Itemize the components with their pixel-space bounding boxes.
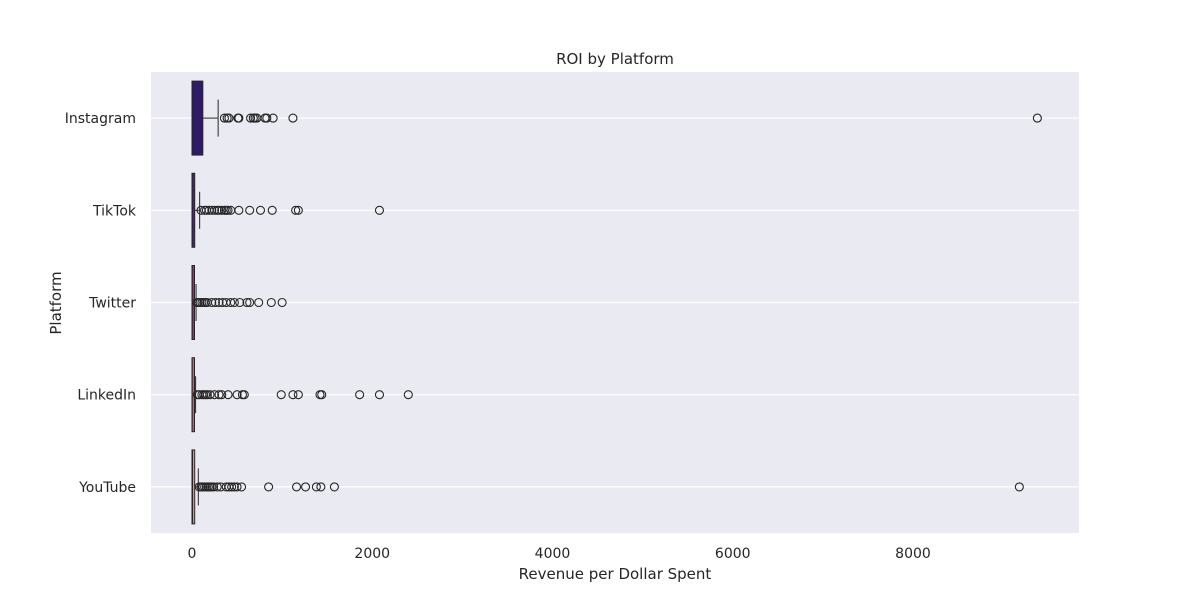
outlier-tiktok-16 — [267, 205, 277, 215]
boxplot-instagram — [191, 80, 1042, 156]
y-axis-label: Platform — [47, 271, 65, 334]
outlier-tiktok-17 — [291, 205, 301, 215]
outlier-tiktok-11 — [223, 205, 233, 215]
outlier-twitter-14 — [235, 297, 245, 308]
outlier-tiktok-8 — [217, 205, 227, 215]
outlier-youtube-20 — [311, 482, 321, 492]
x-tick-label-6000: 6000 — [715, 546, 751, 562]
outlier-linkedin-21 — [403, 390, 413, 400]
outlier-youtube-22 — [329, 482, 339, 492]
outlier-linkedin-10 — [223, 390, 233, 400]
outlier-linkedin-9 — [217, 390, 227, 400]
outlier-youtube-14 — [229, 482, 239, 492]
box-instagram — [191, 80, 204, 156]
outlier-twitter-13 — [229, 297, 239, 308]
outlier-tiktok-5 — [209, 205, 220, 215]
outlier-tiktok-14 — [245, 205, 255, 215]
outlier-tiktok-19 — [374, 205, 385, 215]
outlier-tiktok-7 — [214, 205, 224, 215]
boxplot-twitter — [191, 265, 287, 340]
y-tick-label-twitter: Twitter — [88, 296, 136, 312]
y-tick-label-tiktok: TikTok — [92, 203, 137, 219]
outlier-tiktok-15 — [255, 205, 266, 215]
x-tick-labels: 0 2000 4000 6000 8000 — [188, 546, 931, 562]
outlier-linkedin-16 — [293, 390, 303, 400]
outlier-tiktok-18 — [293, 205, 303, 215]
outlier-twitter-9 — [214, 297, 224, 308]
outlier-youtube-16 — [237, 482, 247, 492]
y-tick-labels: Instagram TikTok Twitter LinkedIn YouTube — [65, 111, 137, 496]
outlier-twitter-17 — [254, 297, 264, 308]
outlier-instagram-5 — [246, 113, 256, 123]
outlier-tiktok-13 — [234, 205, 244, 215]
outlier-instagram-11 — [268, 113, 278, 123]
x-tick-label-0: 0 — [188, 546, 197, 562]
outlier-instagram-4 — [234, 113, 244, 123]
outlier-twitter-19 — [277, 297, 287, 308]
outlier-youtube-9 — [212, 482, 222, 492]
box-plots — [191, 80, 1042, 525]
outlier-twitter-16 — [245, 297, 255, 308]
outlier-linkedin-11 — [232, 390, 242, 400]
outlier-twitter-8 — [210, 297, 220, 308]
outlier-instagram-13 — [1032, 113, 1042, 123]
outlier-linkedin-5 — [202, 390, 212, 400]
outlier-instagram-12 — [288, 113, 298, 123]
outlier-youtube-18 — [291, 482, 302, 492]
boxplot-youtube — [191, 449, 1024, 525]
grid-lines — [151, 117, 1079, 488]
outlier-twitter-12 — [226, 297, 236, 308]
outlier-linkedin-20 — [374, 390, 385, 400]
outlier-youtube-23 — [1014, 482, 1024, 492]
outlier-youtube-21 — [316, 482, 326, 492]
outlier-linkedin-7 — [209, 390, 220, 400]
outlier-linkedin-19 — [355, 390, 365, 400]
x-tick-label-4000: 4000 — [535, 546, 571, 562]
outlier-linkedin-6 — [205, 390, 215, 400]
outlier-youtube-8 — [209, 482, 219, 492]
outlier-twitter-7 — [207, 297, 217, 308]
boxplot-linkedin — [191, 357, 413, 433]
outlier-linkedin-15 — [288, 390, 298, 400]
x-tick-label-2000: 2000 — [354, 546, 390, 562]
outlier-twitter-15 — [242, 297, 252, 308]
outlier-linkedin-13 — [239, 390, 249, 400]
outlier-youtube-19 — [301, 482, 311, 492]
outlier-youtube-17 — [264, 482, 274, 492]
outlier-linkedin-8 — [214, 390, 224, 400]
y-tick-label-instagram: Instagram — [65, 111, 136, 127]
outlier-instagram-10 — [262, 113, 272, 123]
outlier-youtube-15 — [232, 482, 242, 492]
y-tick-label-youtube: YouTube — [78, 480, 136, 496]
outlier-tiktok-4 — [207, 205, 217, 215]
outlier-instagram-0 — [219, 113, 229, 123]
outlier-linkedin-14 — [276, 390, 286, 400]
x-axis-label: Revenue per Dollar Spent — [519, 565, 712, 583]
chart-title: ROI by Platform — [556, 50, 674, 68]
outlier-youtube-13 — [227, 482, 237, 492]
x-tick-label-8000: 8000 — [895, 546, 931, 562]
boxplot-tiktok — [191, 172, 385, 248]
outlier-instagram-2 — [224, 113, 234, 123]
y-tick-label-linkedin: LinkedIn — [77, 388, 136, 404]
outlier-twitter-18 — [266, 297, 276, 308]
outlier-linkedin-18 — [317, 390, 327, 400]
